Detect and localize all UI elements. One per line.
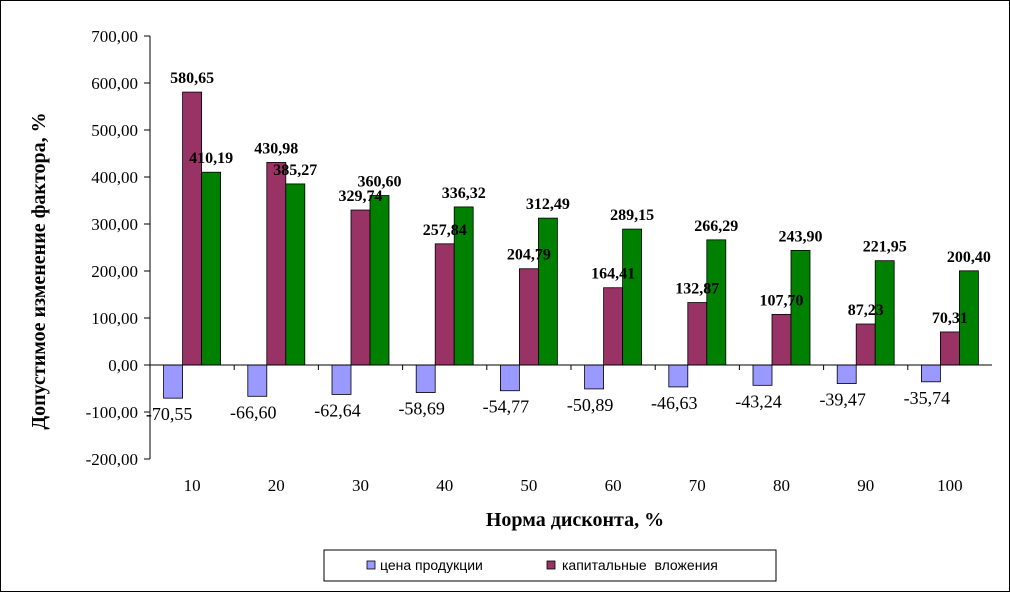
bar-capital xyxy=(940,331,960,366)
data-label: -54,77 xyxy=(483,397,530,417)
x-axis-ticks: 10 20 30 40 50 60 70 80 90 100 xyxy=(149,365,963,495)
data-label: 257,84 xyxy=(423,222,467,239)
y-axis-ticks: -200,00 -100,00 0,00 100,00 200,00 300,00 400,… xyxy=(86,27,150,469)
data-label: -66,60 xyxy=(230,402,277,422)
bar-capital xyxy=(771,313,792,366)
bar-price xyxy=(331,364,352,395)
bar-capital xyxy=(182,91,203,366)
x-tick-label: 30 xyxy=(352,476,369,495)
bar-third xyxy=(201,171,222,366)
data-label: 107,70 xyxy=(760,292,804,309)
y-axis-title: Допустимое изменение фактора, % xyxy=(28,112,50,429)
y-tick-label: 700,00 xyxy=(91,27,138,46)
y-tick-label: 100,00 xyxy=(91,309,138,328)
legend: цена продукции капитальные вложения xyxy=(323,549,777,582)
legend-swatch-price xyxy=(366,560,376,570)
bar-capital xyxy=(434,243,455,366)
bar-price xyxy=(247,364,268,397)
data-label: 360,60 xyxy=(358,174,402,191)
bar-third xyxy=(285,183,306,366)
data-label: -58,69 xyxy=(398,399,445,419)
bar-price xyxy=(163,364,184,399)
bar-price xyxy=(668,364,689,388)
bar-capital xyxy=(266,162,287,366)
bar-capital xyxy=(855,323,876,366)
y-tick-label: 0,00 xyxy=(108,356,138,375)
data-label: -50,89 xyxy=(567,395,614,415)
y-tick-label: 500,00 xyxy=(91,121,138,140)
bar-third xyxy=(369,195,390,366)
y-tick-label: 600,00 xyxy=(91,74,138,93)
data-label: -43,24 xyxy=(735,391,782,411)
bar-price xyxy=(836,364,857,384)
data-label: 336,32 xyxy=(442,185,486,202)
x-axis-title: Норма дисконта, % xyxy=(486,509,664,531)
legend-box xyxy=(323,549,777,582)
data-label: -70,55 xyxy=(146,404,193,424)
x-tick-label: 70 xyxy=(689,476,706,495)
bar-price xyxy=(415,364,436,393)
legend-label-capital: капитальные вложения xyxy=(562,557,718,573)
x-tick-label: 90 xyxy=(857,476,874,495)
bar-price xyxy=(752,364,773,386)
y-tick-label: -100,00 xyxy=(86,403,138,422)
bar-capital xyxy=(519,268,539,366)
bar-third xyxy=(622,228,642,366)
data-label: 243,90 xyxy=(779,228,823,245)
data-label: 70,31 xyxy=(932,310,968,327)
legend-swatch-capital xyxy=(546,560,556,570)
data-label: -62,64 xyxy=(314,400,361,420)
bar-third xyxy=(538,217,558,366)
x-tick-label: 80 xyxy=(773,476,790,495)
data-label: 164,41 xyxy=(591,266,635,283)
y-tick-label: -200,00 xyxy=(86,450,138,469)
y-tick-label: 400,00 xyxy=(91,168,138,187)
data-label: 329,74 xyxy=(339,188,383,205)
x-tick-label: 60 xyxy=(605,476,622,495)
data-label: 312,49 xyxy=(526,196,570,213)
y-tick-label: 200,00 xyxy=(91,262,138,281)
y-tick-label: 300,00 xyxy=(91,215,138,234)
data-label: 289,15 xyxy=(610,207,654,224)
data-label: 580,65 xyxy=(170,70,214,87)
data-label: 430,98 xyxy=(254,140,298,157)
bar-price xyxy=(584,364,604,390)
data-label: -39,47 xyxy=(819,390,866,410)
data-label: 87,23 xyxy=(848,302,884,319)
x-tick-label: 40 xyxy=(436,476,453,495)
x-tick-label: 10 xyxy=(184,476,201,495)
legend-label-price: цена продукции xyxy=(380,557,483,573)
data-label: 221,95 xyxy=(863,239,907,256)
data-label: 266,29 xyxy=(694,218,738,235)
bar-third xyxy=(706,239,727,366)
bars xyxy=(163,91,979,399)
bar-capital xyxy=(687,302,708,366)
bar-price xyxy=(921,364,941,383)
data-label: 385,27 xyxy=(273,162,317,179)
data-label: 410,19 xyxy=(189,150,233,167)
data-label: -35,74 xyxy=(904,388,951,408)
bar-capital xyxy=(603,287,623,366)
bar-price xyxy=(499,364,520,392)
data-label: 204,79 xyxy=(507,247,551,264)
data-label: -46,63 xyxy=(651,393,698,413)
bar-capital xyxy=(350,209,371,366)
x-tick-label: 100 xyxy=(937,476,963,495)
data-labels: -70,55 580,65 410,19 -66,60 430,98 385,27 -62,… xyxy=(146,70,991,424)
data-label: 200,40 xyxy=(947,249,991,266)
x-tick-label: 20 xyxy=(268,476,285,495)
data-label: 132,87 xyxy=(675,281,719,298)
x-tick-label: 50 xyxy=(520,476,537,495)
